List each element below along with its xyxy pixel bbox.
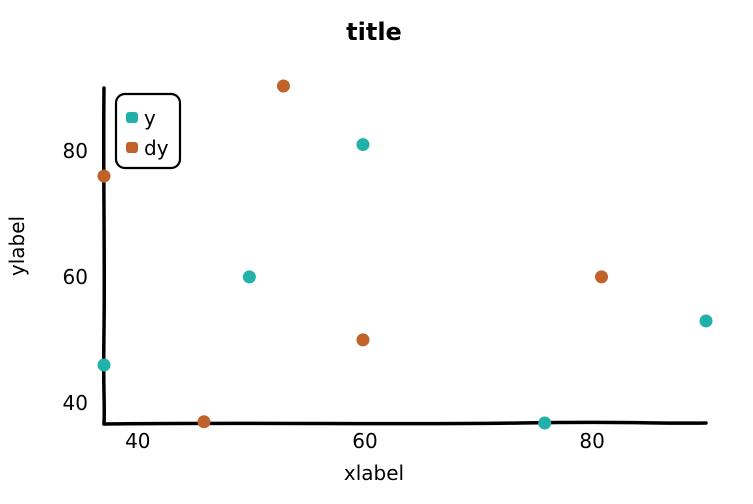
y-axis-label: ylabel: [5, 216, 29, 276]
legend-swatch-y: [126, 112, 138, 123]
data-point-y: [242, 270, 256, 284]
x-tick-label: 80: [579, 429, 604, 453]
y-tick-label: 60: [63, 265, 88, 289]
data-point-dy: [356, 333, 370, 347]
data-point-dy: [276, 79, 290, 93]
data-point-dy: [595, 270, 609, 284]
x-axis-label: xlabel: [344, 461, 404, 485]
chart-title: title: [346, 18, 402, 46]
x-axis-line: [102, 420, 708, 426]
tick-layer: 40 60 80 40 60 80: [63, 139, 605, 453]
data-point-y: [699, 314, 713, 328]
data-point-dy: [97, 169, 111, 183]
points-layer: [97, 79, 713, 430]
legend-label-y: y: [144, 106, 156, 130]
y-tick-label: 80: [63, 139, 88, 163]
data-point-y: [97, 358, 111, 372]
legend-swatch-dy: [126, 142, 138, 153]
y-tick-label: 40: [63, 391, 88, 415]
legend-label-dy: dy: [144, 136, 169, 160]
data-point-y: [538, 416, 552, 430]
x-tick-label: 60: [352, 429, 377, 453]
x-tick-label: 40: [125, 429, 150, 453]
y-axis-line: [101, 86, 107, 426]
legend: y dy: [114, 92, 182, 170]
data-point-y: [356, 138, 370, 152]
data-point-dy: [197, 415, 211, 429]
